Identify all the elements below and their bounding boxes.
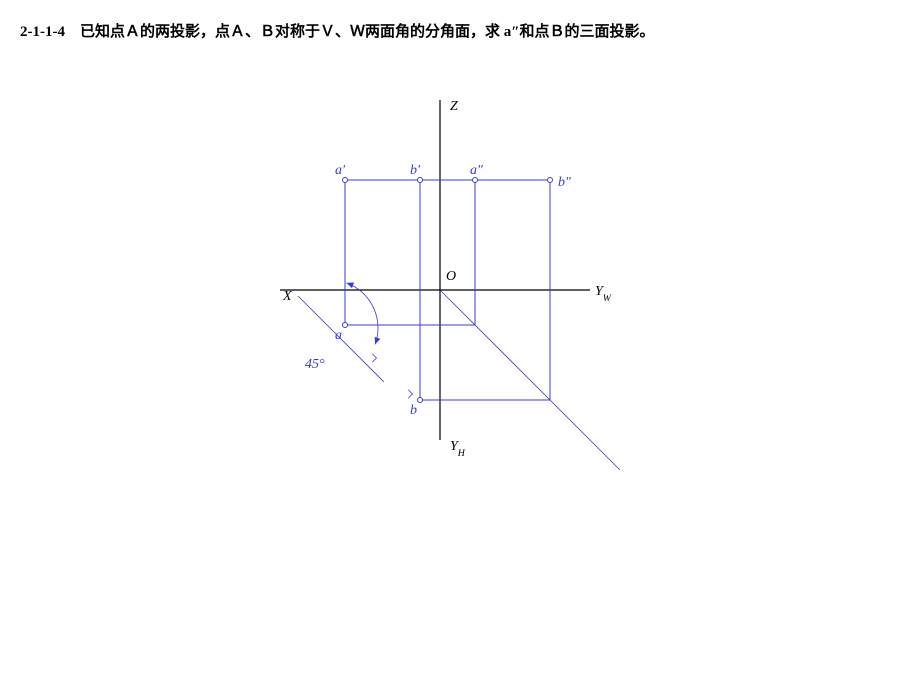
svg-text:YH: YH xyxy=(450,439,466,459)
diagram-svg: X Z O YW YH a' b' a" b" a b 45° xyxy=(130,100,790,540)
svg-text:b': b' xyxy=(410,163,421,178)
svg-text:a: a xyxy=(335,328,342,343)
projection-diagram: X Z O YW YH a' b' a" b" a b 45° xyxy=(130,100,790,540)
svg-text:Z: Z xyxy=(450,100,458,114)
svg-text:a': a' xyxy=(335,163,346,178)
problem-title: 2-1-1-4 已知点Ａ的两投影，点Ａ、Ｂ对称于Ｖ、Ｗ两面角的分角面，求 a″和… xyxy=(20,20,655,41)
svg-text:O: O xyxy=(446,269,456,284)
svg-text:45°: 45° xyxy=(305,357,325,372)
svg-text:a": a" xyxy=(470,163,483,178)
svg-text:b": b" xyxy=(558,175,571,190)
svg-text:b: b xyxy=(410,403,417,418)
svg-text:YW: YW xyxy=(595,284,612,304)
svg-text:X: X xyxy=(282,289,292,304)
